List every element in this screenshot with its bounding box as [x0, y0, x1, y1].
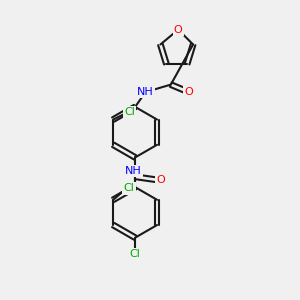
Text: O: O	[174, 25, 183, 34]
Text: O: O	[156, 175, 165, 185]
Text: O: O	[184, 87, 193, 97]
Text: Cl: Cl	[124, 184, 134, 194]
Text: Cl: Cl	[124, 107, 135, 117]
Text: Cl: Cl	[130, 249, 141, 259]
Text: NH: NH	[125, 166, 142, 176]
Text: NH: NH	[137, 87, 154, 97]
